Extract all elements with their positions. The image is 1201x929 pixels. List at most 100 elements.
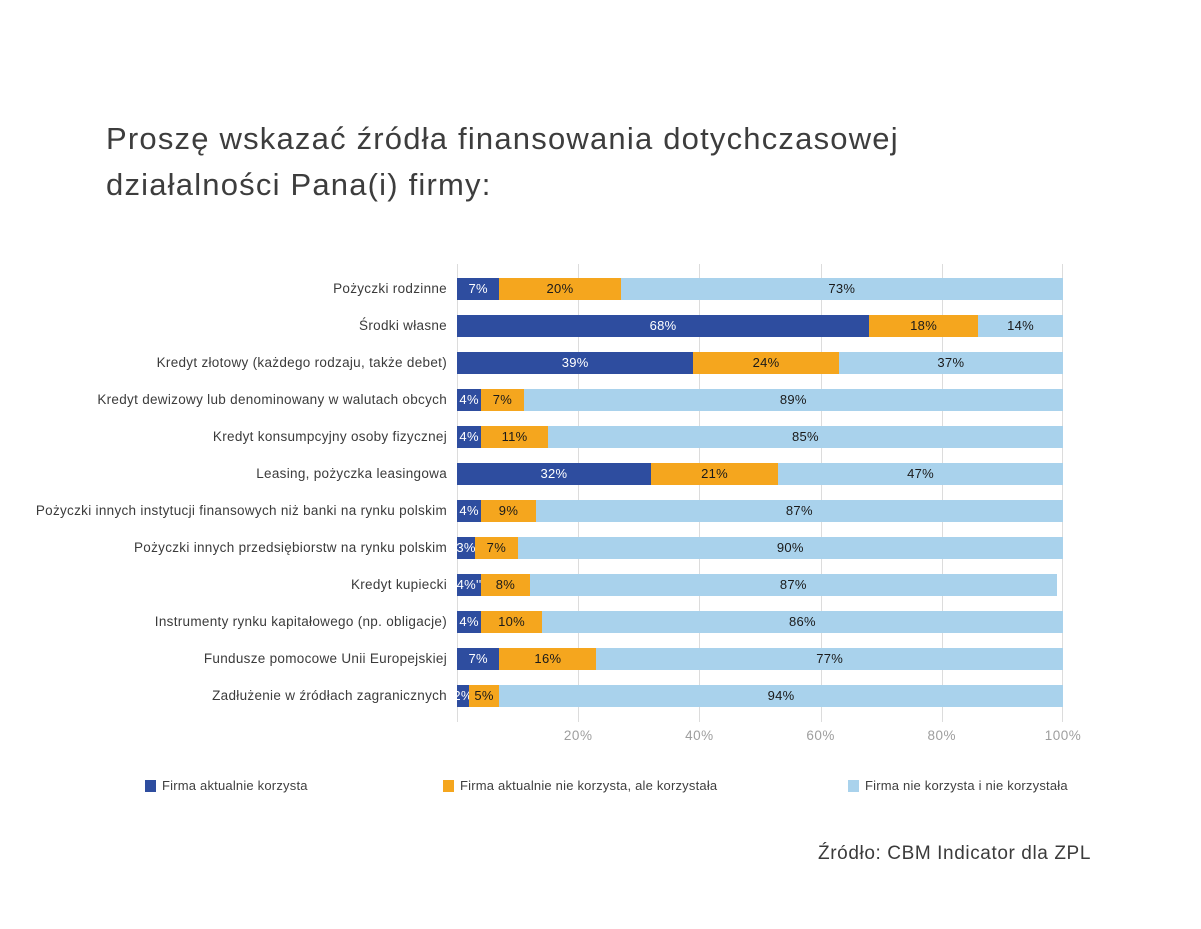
bar-value-label: 39% [561,355,589,370]
bar-track: 4% 7% 89% [457,388,1063,411]
plot-area: Pożyczki rodzinne 7% 20% 73% Środki własne 68… [10,270,1063,714]
x-tick-label-20%: 20% [563,728,593,743]
bar-value-label: 21% [701,466,728,481]
bar-segment-series-1: 3% [456,536,476,559]
page-title-line-1: Proszę wskazać źródła finansowania dotyc… [106,121,899,156]
bar-value-label: 90% [776,540,804,555]
bar-track: 4% 10% 86% [457,610,1063,633]
bar-segment-series-1: 4% [457,610,482,633]
bar-track: 32% 21% 47% [457,462,1063,485]
bar-value-label: 77% [816,651,844,666]
bar-value-label: 7% [468,651,488,666]
bar-segment-series-3: 37% [838,351,1063,374]
bar-value-label: 4%'' [456,577,482,592]
plot-gridlines [457,264,1063,722]
bar-segment-series-3: 77% [596,647,1063,670]
category-label: Kredyt złotowy (każdego rodzaju, także d… [156,355,447,370]
chart-row: Kredyt kupiecki 4%'' 8% 87% [10,566,1063,603]
bar-value-label: 87% [785,503,813,518]
x-axis: 20% 40% 60% 80% 100% [457,728,1081,748]
chart-row: Zadłużenie w źródłach zagranicznych 2% 5% 9… [10,677,1063,714]
bar-track: 3% 7% 90% [456,536,1063,559]
bar-track: 4%'' 8% 87% [456,573,1063,596]
category-label: Pożyczki innych instytucji finansowych n… [35,503,447,518]
source-note: Źródło: CBM Indicator dla ZPL [818,843,1091,864]
chart-row: Instrumenty rynku kapitałowego (np. obli… [10,603,1063,640]
bar-track: 7% 16% 77% [457,647,1063,670]
bar-segment-series-1: 32% [457,462,651,485]
bar-segment-series-1: 2% [453,684,472,707]
bar-segment-series-2: 24% [693,351,839,374]
page-title-line-2: działalności Pana(i) firmy: [106,167,492,202]
bar-track: 2% 5% 94% [453,684,1063,707]
bar-segment-series-1: 4% [457,499,482,522]
grid-line-0 [457,264,458,722]
legend-swatch-icon [145,779,156,792]
bar-value-label: 3% [456,540,476,555]
x-tick-label-40%: 40% [685,728,714,743]
category-label: Instrumenty rynku kapitałowego (np. obli… [154,614,447,629]
bar-value-label: 87% [779,577,807,592]
bar-track: 4% 11% 85% [457,425,1063,448]
x-tick-label-60%: 60% [806,728,835,743]
category-label: Fundusze pomocowe Unii Europejskiej [203,651,447,666]
bar-segment-series-3: 85% [547,425,1063,448]
bar-segment-series-3: 89% [523,388,1063,411]
bar-value-label: 7% [486,540,507,555]
bar-value-label: 18% [910,318,938,333]
bar-value-label: 14% [1007,318,1035,333]
bar-segment-series-2: 5% [469,684,500,707]
bar-track: 7% 20% 73% [457,277,1063,300]
bar-segment-series-3: 14% [978,314,1063,337]
bar-segment-series-2: 18% [869,314,979,337]
category-label: Kredyt dewizowy lub denominowany w walut… [97,392,447,407]
bar-segment-series-2: 7% [475,536,518,559]
bar-segment-series-3: 90% [517,536,1063,559]
grid-line-100 [1062,264,1063,722]
category-label: Kredyt kupiecki [350,577,447,592]
bar-value-label: 94% [767,688,795,703]
grid-line-40 [699,264,701,722]
legend-swatch-icon [443,779,454,792]
category-label: Leasing, pożyczka leasingowa [256,466,447,481]
bar-value-label: 86% [788,614,816,629]
category-label: Środki własne [359,318,447,333]
grid-line-60 [820,264,822,722]
bar-segment-series-3: 87% [529,573,1057,596]
bar-segment-series-1: 7% [457,277,500,300]
bar-segment-series-2: 20% [499,277,621,300]
chart-row: Pożyczki innych przedsiębiorstw na rynku… [10,529,1063,566]
legend-label: Firma aktualnie korzysta [162,778,308,793]
legend-item: Firma nie korzysta i nie korzystała [848,778,1068,793]
bar-value-label: 4% [459,429,479,444]
bar-segment-series-3: 87% [535,499,1063,522]
bar-segment-series-1: 4% [457,425,482,448]
bar-value-label: 37% [937,355,965,370]
x-tick-label-100%: 100% [1044,728,1082,743]
category-label: Kredyt konsumpcyjny osoby fizycznej [212,429,447,444]
chart-row: Pożyczki innych instytucji finansowych n… [10,492,1063,529]
bar-value-label: 20% [546,281,574,296]
bar-value-label: 2% [453,688,473,703]
bar-segment-series-2: 21% [650,462,779,485]
bar-value-label: 10% [498,614,525,629]
x-tick-label-80%: 80% [927,728,957,743]
bar-segment-series-3: 86% [541,610,1063,633]
bar-value-label: 4% [459,503,479,518]
bar-value-label: 24% [752,355,780,370]
grid-line-80 [941,264,943,722]
bar-segment-series-2: 10% [481,610,542,633]
bar-segment-series-3: 94% [499,684,1063,707]
legend-swatch-icon [848,779,859,792]
bar-track: 4% 9% 87% [457,499,1063,522]
bar-track: 68% 18% 14% [457,314,1063,337]
chart-row: Kredyt konsumpcyjny osoby fizycznej 4% 11%… [10,418,1063,455]
bar-segment-series-1: 4%'' [456,573,482,596]
chart-row: Leasing, pożyczka leasingowa 32% 21% 47% [10,455,1063,492]
bar-value-label: 32% [540,466,568,481]
legend: Firma aktualnie korzysta Firma aktualnie … [0,778,1201,798]
bar-segment-series-1: 4% [457,388,482,411]
chart-row: Pożyczki rodzinne 7% 20% 73% [10,270,1063,307]
legend-label: Firma aktualnie nie korzysta, ale korzys… [460,778,718,793]
